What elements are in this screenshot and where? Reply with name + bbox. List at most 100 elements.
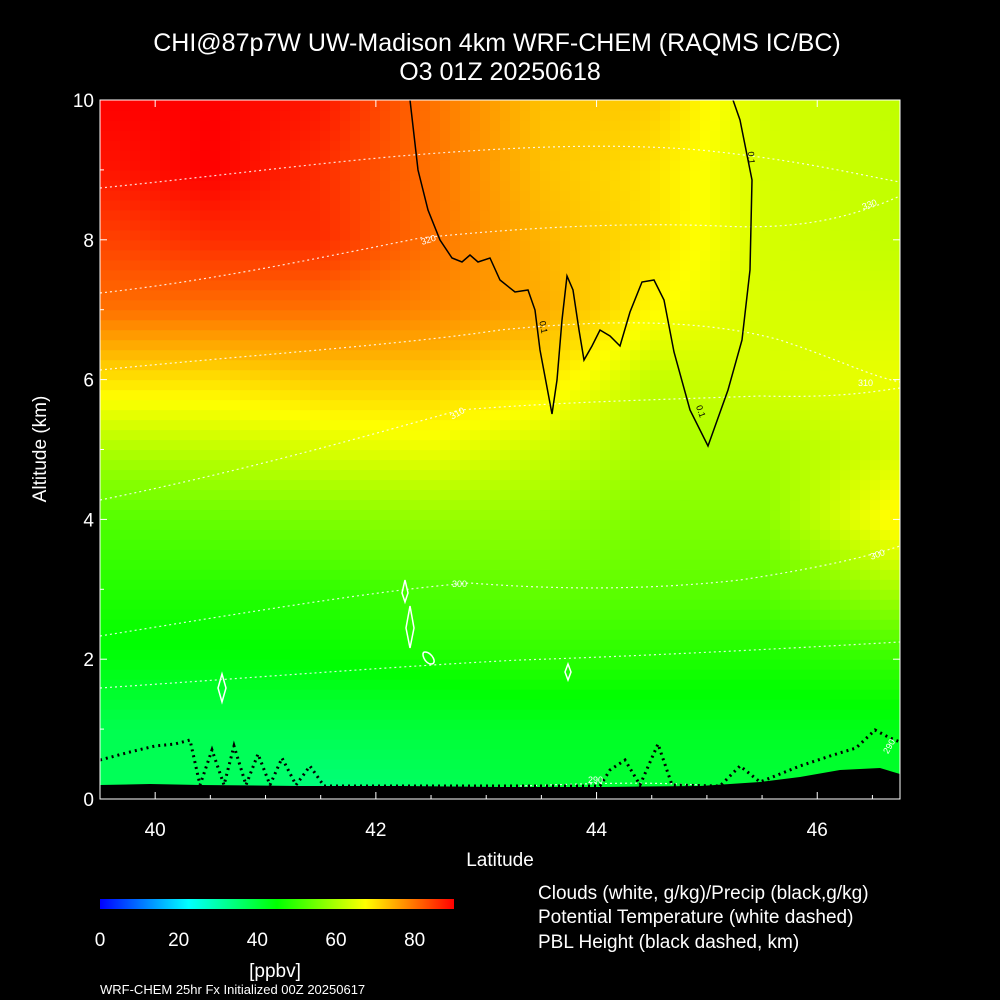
- heatmap-cell: [430, 169, 441, 181]
- heatmap-cell: [620, 539, 631, 550]
- heatmap-cell: [360, 509, 371, 520]
- heatmap-cell: [620, 179, 631, 191]
- heatmap-cell: [140, 389, 151, 401]
- heatmap-cell: [610, 269, 621, 281]
- heatmap-cell: [200, 659, 211, 670]
- heatmap-cell: [180, 489, 191, 501]
- heatmap-cell: [380, 559, 391, 570]
- heatmap-cell: [530, 229, 541, 241]
- heatmap-cell: [630, 599, 641, 610]
- heatmap-cell: [860, 269, 871, 281]
- heatmap-cell: [700, 329, 711, 341]
- heatmap-cell: [210, 779, 221, 790]
- heatmap-cell: [560, 559, 571, 570]
- heatmap-cell: [230, 529, 241, 540]
- heatmap-cell: [140, 689, 151, 700]
- heatmap-cell: [680, 409, 691, 421]
- heatmap-cell: [590, 479, 601, 491]
- heatmap-cell: [440, 569, 451, 580]
- heatmap-cell: [770, 419, 781, 431]
- heatmap-cell: [330, 329, 341, 341]
- heatmap-cell: [230, 419, 241, 431]
- heatmap-cell: [550, 709, 561, 720]
- heatmap-cell: [820, 379, 831, 391]
- heatmap-cell: [550, 579, 561, 590]
- heatmap-cell: [850, 309, 861, 321]
- heatmap-cell: [250, 529, 261, 540]
- heatmap-cell: [760, 269, 771, 281]
- heatmap-cell: [790, 279, 801, 291]
- heatmap-cell: [690, 679, 701, 690]
- heatmap-cell: [390, 329, 401, 341]
- heatmap-cell: [170, 719, 181, 730]
- heatmap-cell: [420, 659, 431, 670]
- heatmap-cell: [730, 669, 741, 680]
- heatmap-cell: [790, 619, 801, 630]
- heatmap-cell: [670, 589, 681, 600]
- heatmap-cell: [210, 669, 221, 680]
- heatmap-cell: [740, 699, 751, 710]
- heatmap-cell: [390, 399, 401, 411]
- heatmap-cell: [670, 579, 681, 590]
- heatmap-cell: [310, 449, 321, 461]
- heatmap-cell: [230, 239, 241, 251]
- heatmap-cell: [610, 319, 621, 331]
- heatmap-cell: [220, 639, 231, 650]
- heatmap-cell: [770, 589, 781, 600]
- heatmap-cell: [280, 499, 291, 511]
- heatmap-cell: [720, 709, 731, 720]
- heatmap-cell: [240, 569, 251, 580]
- heatmap-cell: [700, 739, 711, 750]
- heatmap-cell: [720, 649, 731, 660]
- heatmap-cell: [830, 719, 841, 730]
- heatmap-cell: [580, 599, 591, 610]
- heatmap-cell: [650, 249, 661, 261]
- heatmap-cell: [780, 749, 791, 760]
- heatmap-cell: [290, 329, 301, 341]
- heatmap-cell: [250, 189, 261, 201]
- heatmap-cell: [890, 539, 900, 550]
- heatmap-cell: [890, 749, 900, 760]
- heatmap-cell: [230, 229, 241, 241]
- heatmap-cell: [170, 519, 181, 530]
- heatmap-cell: [720, 349, 731, 361]
- heatmap-cell: [460, 279, 471, 291]
- heatmap-cell: [340, 489, 351, 501]
- heatmap-cell: [130, 279, 141, 291]
- heatmap-cell: [330, 469, 341, 481]
- heatmap-cell: [470, 449, 481, 461]
- heatmap-cell: [820, 669, 831, 680]
- heatmap-cell: [250, 379, 261, 391]
- heatmap-cell: [750, 709, 761, 720]
- heatmap-cell: [310, 289, 321, 301]
- heatmap-cell: [350, 409, 361, 421]
- heatmap-cell: [320, 759, 331, 770]
- heatmap-cell: [410, 429, 421, 441]
- heatmap-cell: [290, 389, 301, 401]
- heatmap-cell: [420, 339, 431, 351]
- heatmap-cell: [540, 449, 551, 461]
- heatmap-cell: [810, 349, 821, 361]
- heatmap-cell: [830, 369, 841, 381]
- heatmap-cell: [710, 689, 721, 700]
- heatmap-cell: [690, 539, 701, 550]
- heatmap-cell: [450, 469, 461, 481]
- heatmap-cell: [660, 449, 671, 461]
- heatmap-cell: [160, 509, 171, 520]
- heatmap-cell: [870, 219, 881, 231]
- heatmap-cell: [280, 719, 291, 730]
- heatmap-cell: [780, 539, 791, 550]
- heatmap-cell: [480, 329, 491, 341]
- heatmap-cell: [660, 579, 671, 590]
- heatmap-cell: [220, 199, 231, 211]
- heatmap-cell: [160, 169, 171, 181]
- heatmap-cell: [470, 239, 481, 251]
- heatmap-cell: [330, 229, 341, 241]
- heatmap-cell: [540, 569, 551, 580]
- heatmap-cell: [450, 289, 461, 301]
- heatmap-cell: [250, 259, 261, 271]
- heatmap-cell: [430, 749, 441, 760]
- heatmap-cell: [820, 699, 831, 710]
- heatmap-cell: [890, 579, 900, 590]
- heatmap-cell: [330, 309, 341, 321]
